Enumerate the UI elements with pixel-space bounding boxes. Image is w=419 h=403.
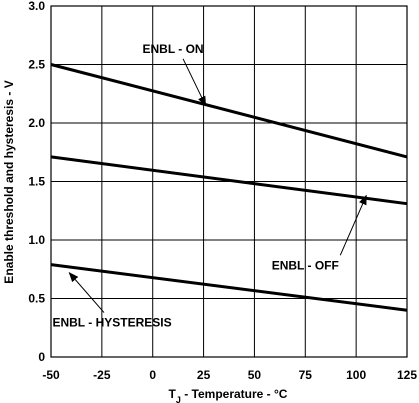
x-tick-label: 125 (397, 368, 417, 382)
annotations: ENBL - ON ENBL - OFF ENBL - HYSTERESIS (52, 42, 367, 330)
annotation-arrow (339, 194, 367, 256)
annotation-arrow (68, 272, 105, 313)
y-tick-label: 1.5 (28, 175, 45, 189)
x-axis-title-sub: J (176, 395, 181, 403)
y-tick-label: 1.0 (28, 233, 45, 247)
grid (50, 5, 408, 358)
x-tick-label: -25 (93, 368, 111, 382)
x-axis-title-main: T (169, 387, 177, 401)
annotation-arrow (182, 58, 207, 107)
annotation-label: ENBL - OFF (272, 258, 339, 272)
series-line-1 (50, 155, 408, 206)
y-axis-title: Enable threshold and hysteresis - V (2, 80, 16, 283)
annotation-label: ENBL - ON (142, 42, 203, 56)
series-group (50, 63, 408, 312)
y-tick-label: 2.0 (28, 116, 45, 130)
y-tick-label: 2.5 (28, 58, 45, 72)
x-axis-title: TJ - Temperature - °C (169, 387, 288, 403)
x-tick-label: 0 (149, 368, 156, 382)
tick-labels: -50 -25 0 25 50 75 100 125 0 0.5 1.0 1.5 2.0 2.5 3.0 (28, 0, 417, 382)
x-tick-label: 25 (197, 368, 211, 382)
series-line-0 (50, 63, 408, 159)
series-line-2 (50, 263, 408, 312)
x-tick-label: 100 (346, 368, 366, 382)
y-tick-label: 0.5 (28, 292, 45, 306)
y-tick-label: 3.0 (28, 0, 45, 13)
x-tick-label: 50 (248, 368, 262, 382)
plot-border (50, 5, 408, 358)
x-axis-title-rest: - Temperature - °C (181, 387, 288, 401)
x-tick-label: -50 (42, 368, 60, 382)
y-tick-label: 0 (38, 350, 45, 364)
annotation-label: ENBL - HYSTERESIS (52, 316, 171, 330)
x-tick-label: 75 (299, 368, 313, 382)
